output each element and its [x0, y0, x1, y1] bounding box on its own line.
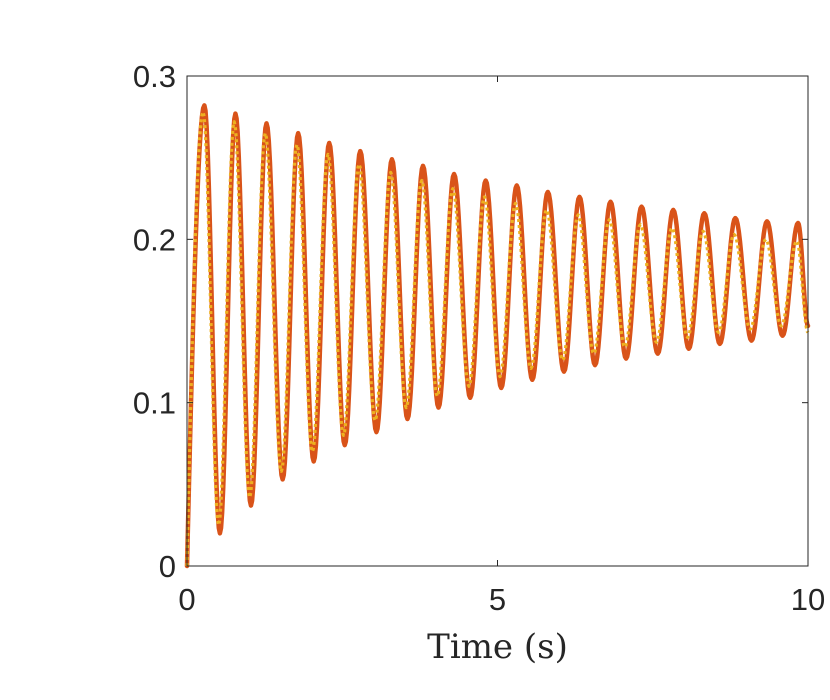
- y-tick-label: 0.2: [133, 222, 176, 257]
- series-layer: [184, 103, 811, 569]
- series-line-2: [185, 110, 810, 567]
- x-tick-label: 5: [489, 582, 506, 617]
- x-tick-label: 0: [178, 582, 195, 617]
- y-tick-label: 0.3: [133, 59, 176, 94]
- tick-labels-layer: 0 5 10 0 0.1 0.2 0.3: [133, 59, 825, 617]
- ticks-layer: [186, 75, 809, 567]
- y-tick-label: 0: [159, 549, 176, 584]
- x-axis-title: Time (s): [427, 627, 568, 667]
- y-tick-label: 0.1: [133, 386, 176, 421]
- series-line-1: [184, 103, 811, 569]
- x-tick-label: 10: [791, 582, 825, 617]
